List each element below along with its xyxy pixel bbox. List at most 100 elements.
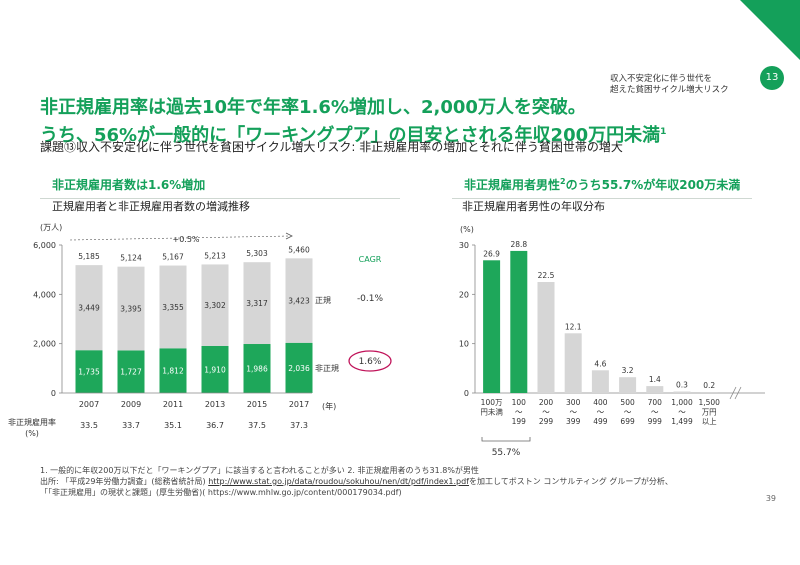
bar-label-regular: 3,423 — [288, 297, 310, 306]
bar-nonregular — [75, 350, 103, 393]
y-tick-label: 30 — [459, 241, 469, 250]
page-title: 非正規雇用率は過去10年で年率1.6%増加し、2,000万人を突破。 うち、56… — [40, 96, 666, 148]
series-label-regular: 正規 — [315, 295, 331, 305]
x-tick-label: 1,499 — [671, 417, 693, 426]
x-tick-label: 499 — [593, 417, 608, 426]
bar-regular — [75, 265, 103, 351]
right-header-text: 非正規雇用者男性 — [464, 178, 561, 192]
rate-value: 37.5 — [248, 421, 266, 430]
cagr-highlight-circle — [348, 350, 392, 372]
x-tick-label: 699 — [620, 417, 635, 426]
x-tick-label: 299 — [539, 417, 554, 426]
x-tick-label: 円未満 — [480, 407, 503, 417]
income-bar-value: 0.2 — [703, 381, 715, 390]
bar-regular — [201, 264, 229, 346]
x-tick-label: 2007 — [79, 400, 99, 409]
footnote-2: 出所: 「平成29年労働力調査」(総務省統計局) http://www.stat… — [40, 476, 673, 487]
bar-label-nonregular: 1,727 — [120, 368, 142, 377]
title-line-1: 非正規雇用率は過去10年で年率1.6%増加し、2,000万人を突破。 — [40, 97, 586, 118]
x-tick-label: 〜 — [624, 408, 632, 417]
bar-label-total: 5,124 — [120, 254, 142, 263]
y-tick-label: 0 — [51, 389, 56, 398]
income-bar — [673, 391, 691, 393]
growth-arrow-head — [285, 232, 293, 240]
footnote-1: 1. 一般的に年収200万以下だと「ワーキングプア」に該当すると言われることが多… — [40, 466, 479, 475]
income-bar — [646, 386, 664, 393]
x-tick-label: 1,000 — [671, 398, 693, 407]
x-tick-label: 300 — [566, 398, 581, 407]
bar-regular — [285, 258, 313, 343]
series-label-nonregular: 非正規 — [315, 363, 339, 373]
income-bar — [700, 392, 718, 393]
bar-label-nonregular: 1,910 — [204, 365, 226, 374]
x-tick-label: 200 — [539, 398, 554, 407]
corner-caption-line-1: 収入不安定化に伴う世代を — [610, 74, 713, 84]
income-bar — [564, 333, 582, 393]
page-subtitle: 課題⑬収入不安定化に伴う世代を貧困サイクル増大リスク: 非正規雇用率の増加とそれ… — [40, 140, 623, 154]
income-bar-value: 3.2 — [622, 366, 634, 375]
x-tick-label: 〜 — [569, 408, 577, 417]
footnotes: 1. 一般的に年収200万以下だと「ワーキングプア」に該当すると言われることが多… — [40, 465, 673, 498]
x-tick-label: 2013 — [205, 400, 225, 409]
cagr-regular: -0.1% — [357, 294, 384, 304]
income-bar — [619, 377, 637, 393]
title-line-2: うち、56%が一般的に「ワーキングプア」の目安とされる年収200万円未満1 — [40, 120, 666, 148]
bar-label-regular: 3,355 — [162, 303, 184, 312]
income-bar — [510, 250, 528, 393]
employment-stacked-bar-chart: (万人) 0 2,000 4,000 6,000 1,735 3,449 5,185 1,7… — [8, 223, 392, 438]
rate-value: 33.5 — [80, 421, 98, 430]
x-tick-label: 500 — [620, 398, 635, 407]
income-bar-value: 4.6 — [594, 359, 606, 368]
right-section-header: 非正規雇用者男性2のうち55.7%が年収200万未満 — [452, 176, 752, 199]
rate-value: 35.1 — [164, 421, 182, 430]
bar-label-nonregular: 1,812 — [162, 367, 184, 376]
cagr-nonregular: 1.6% — [359, 357, 382, 367]
rate-label-line-2: (%) — [25, 429, 39, 438]
x-tick-label: 〜 — [597, 408, 605, 417]
x-tick-label: 100 — [512, 398, 527, 407]
bar-regular — [243, 262, 271, 345]
y-tick-label: 6,000 — [33, 241, 56, 250]
rate-value: 36.7 — [206, 421, 224, 430]
y-tick-label: 4,000 — [33, 290, 56, 299]
x-tick-label: 〜 — [678, 408, 686, 417]
bar-nonregular — [117, 350, 145, 393]
bar-label-total: 5,213 — [204, 251, 226, 260]
income-bar — [537, 282, 555, 393]
x-tick-label: 199 — [512, 417, 527, 426]
growth-label: +0.5% — [172, 235, 199, 244]
bar-regular — [159, 265, 187, 349]
title-line-2-text: うち、56%が一般的に「ワーキングプア」の目安とされる年収200万円未満 — [40, 125, 661, 146]
bar-label-total: 5,167 — [162, 253, 184, 262]
footnote-2-suffix: を加工してボストン コンサルティング グループが分析、 — [469, 477, 673, 486]
income-bar-value: 26.9 — [483, 249, 500, 258]
y-tick-label: 2,000 — [33, 340, 56, 349]
income-bar-value: 0.3 — [676, 381, 688, 390]
rate-label-line-1: 非正規雇用率 — [8, 417, 56, 427]
x-tick-label: 1,500 — [698, 398, 720, 407]
y-tick-label: 10 — [459, 340, 469, 349]
x-tick-label: 999 — [648, 417, 663, 426]
source-link[interactable]: http://www.stat.go.jp/data/roudou/sokuho… — [208, 477, 470, 486]
x-tick-label: 2011 — [163, 400, 183, 409]
title-footnote-mark: 1 — [660, 127, 667, 137]
bar-nonregular — [159, 348, 187, 393]
bar-nonregular — [243, 344, 271, 393]
income-distribution-bar-chart: (%) 0 10 20 30 26.9 28.8 22.5 12.1 4.6 3.2 1.4 0.3… — [459, 225, 765, 458]
bar-nonregular — [201, 345, 229, 393]
bar-label-total: 5,303 — [246, 249, 268, 258]
bar-label-regular: 3,449 — [78, 304, 100, 313]
x-tick-label: 700 — [648, 398, 663, 407]
x-axis-unit: (年) — [322, 401, 336, 411]
rate-value: 37.3 — [290, 421, 308, 430]
right-header-sup: 2 — [560, 177, 566, 186]
page-number: 39 — [765, 494, 776, 503]
income-bar-value: 22.5 — [538, 271, 555, 280]
growth-arrow-line — [69, 235, 291, 241]
bar-label-total: 5,185 — [78, 252, 100, 261]
footnote-3: 「「非正規雇用」の現状と課題」(厚生労働省)( https://www.mhlw… — [40, 488, 402, 497]
y-axis-unit: (万人) — [40, 223, 62, 232]
page-badge: 13 — [760, 66, 784, 90]
corner-triangle — [740, 0, 800, 60]
bar-label-nonregular: 1,986 — [246, 365, 268, 374]
